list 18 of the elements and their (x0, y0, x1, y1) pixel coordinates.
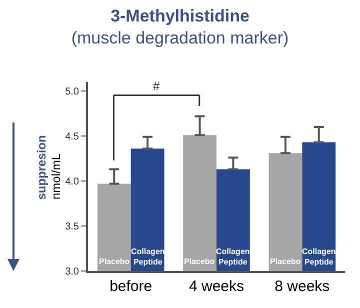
y-tick-label: 5.0 (65, 86, 80, 98)
text: Collagen Peptide (302, 247, 336, 266)
annotation: # (153, 79, 160, 93)
y-tick-label: 3.0 (65, 266, 80, 278)
x-tick-label: 4 weeks (188, 278, 244, 295)
chart-title: 3-Methylhistidine (110, 6, 250, 26)
text: Placebo (99, 257, 130, 266)
x-tick-label: before (110, 278, 152, 295)
series-label: Placebo (184, 257, 215, 266)
text: Placebo (270, 257, 301, 266)
y-tick-label: 4.0 (65, 176, 80, 188)
y-tick-label: 3.5 (65, 222, 80, 232)
x-tick-label: 8 weeks (274, 278, 330, 295)
y-tick-label: 4.5 (65, 132, 80, 142)
chart-subtitle: (muscle degradation marker) (71, 28, 289, 48)
text: Collagen Peptide (131, 247, 165, 266)
y-axis-title: nmol/mL (48, 153, 63, 200)
text: suppresion (34, 135, 49, 200)
